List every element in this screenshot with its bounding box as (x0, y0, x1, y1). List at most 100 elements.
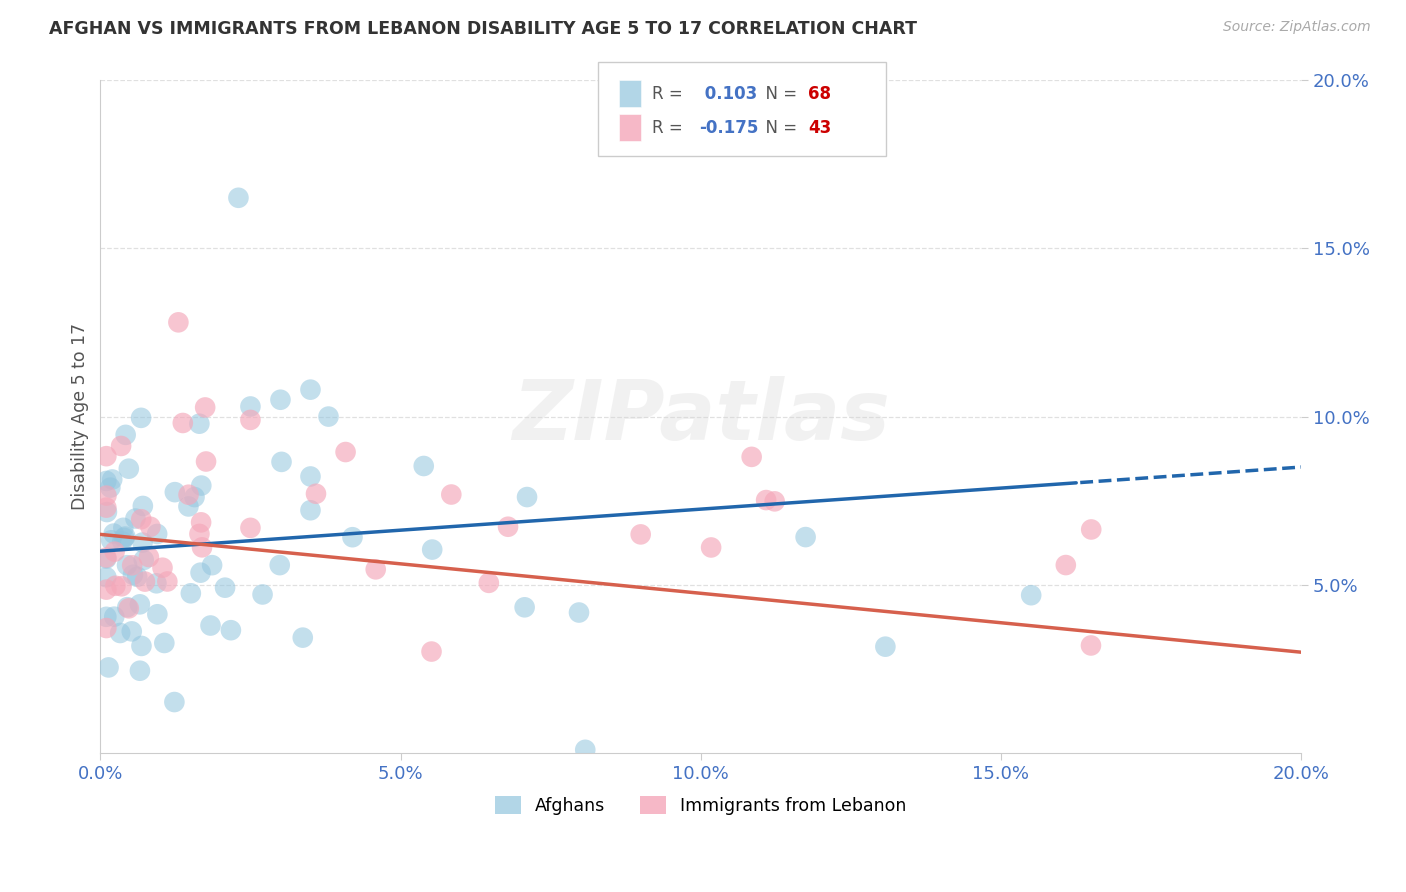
Point (630, 527, 652, 541)
Point (115, 558, 138, 573)
Point (763, 494, 786, 508)
Point (1080, 639, 1102, 653)
Point (153, 636, 176, 650)
Point (96, 570, 118, 584)
Point (239, 400, 262, 414)
Point (191, 541, 214, 555)
Point (121, 624, 143, 639)
Point (121, 558, 143, 573)
Point (129, 664, 152, 678)
Point (335, 445, 357, 459)
Point (364, 562, 387, 576)
Point (190, 516, 212, 530)
Point (299, 469, 322, 483)
Point (96, 551, 118, 566)
Point (96, 550, 118, 565)
Point (190, 478, 212, 492)
Point (420, 644, 443, 658)
Point (239, 413, 262, 427)
Point (127, 570, 149, 584)
Point (496, 520, 519, 534)
Text: 43: 43 (808, 119, 832, 136)
Text: N =: N = (755, 119, 803, 136)
Text: N =: N = (755, 85, 803, 103)
Point (132, 553, 155, 567)
Point (214, 581, 236, 595)
Point (420, 542, 443, 557)
Point (574, 743, 596, 757)
Point (305, 487, 328, 501)
Point (194, 401, 217, 415)
Point (239, 521, 262, 535)
Point (96, 621, 118, 635)
Point (96, 500, 118, 515)
Point (299, 503, 322, 517)
Point (180, 586, 202, 600)
Point (96, 582, 118, 597)
Point (1019, 588, 1042, 602)
Point (342, 530, 364, 544)
Point (104, 579, 127, 593)
Point (108, 626, 131, 640)
Point (163, 695, 186, 709)
Point (129, 512, 152, 526)
Point (124, 511, 146, 525)
Point (1054, 558, 1077, 572)
Point (146, 607, 169, 622)
Point (96, 610, 118, 624)
Point (103, 526, 125, 541)
Point (177, 488, 200, 502)
Point (132, 499, 155, 513)
Point (516, 490, 538, 504)
Point (201, 558, 224, 573)
Point (100, 533, 122, 548)
Point (219, 624, 242, 638)
Point (104, 544, 127, 558)
Point (228, 191, 250, 205)
Text: Source: ZipAtlas.com: Source: ZipAtlas.com (1223, 20, 1371, 34)
Point (110, 579, 132, 593)
Point (134, 574, 156, 589)
Point (97, 660, 120, 674)
Point (110, 439, 132, 453)
Point (755, 493, 778, 508)
Point (172, 416, 194, 430)
Text: 68: 68 (808, 85, 831, 103)
Point (98, 481, 121, 495)
Point (269, 558, 291, 573)
Point (111, 534, 134, 549)
Point (101, 473, 124, 487)
Point (122, 567, 145, 582)
Legend: Afghans, Immigrants from Lebanon: Afghans, Immigrants from Lebanon (488, 789, 914, 822)
Point (114, 530, 136, 544)
Point (478, 575, 501, 590)
Point (252, 587, 274, 601)
Text: 0.103: 0.103 (699, 85, 756, 103)
Point (318, 409, 340, 424)
Point (145, 576, 167, 591)
Point (794, 530, 817, 544)
Point (200, 618, 222, 632)
Point (299, 383, 322, 397)
Point (156, 574, 179, 589)
Point (118, 461, 141, 475)
Point (875, 640, 897, 654)
Point (139, 520, 162, 534)
Point (96, 474, 118, 488)
Y-axis label: Disability Age 5 to 17: Disability Age 5 to 17 (72, 323, 89, 510)
Point (700, 541, 723, 555)
Point (103, 609, 125, 624)
Point (163, 485, 186, 500)
Point (129, 410, 152, 425)
Point (114, 428, 136, 442)
Point (112, 521, 135, 535)
Point (131, 639, 153, 653)
Point (270, 455, 292, 469)
Point (96, 449, 118, 463)
Point (291, 631, 314, 645)
Text: ZIPatlas: ZIPatlas (512, 376, 890, 457)
Point (188, 417, 211, 431)
Point (167, 315, 190, 329)
Point (188, 527, 211, 541)
Point (117, 600, 139, 615)
